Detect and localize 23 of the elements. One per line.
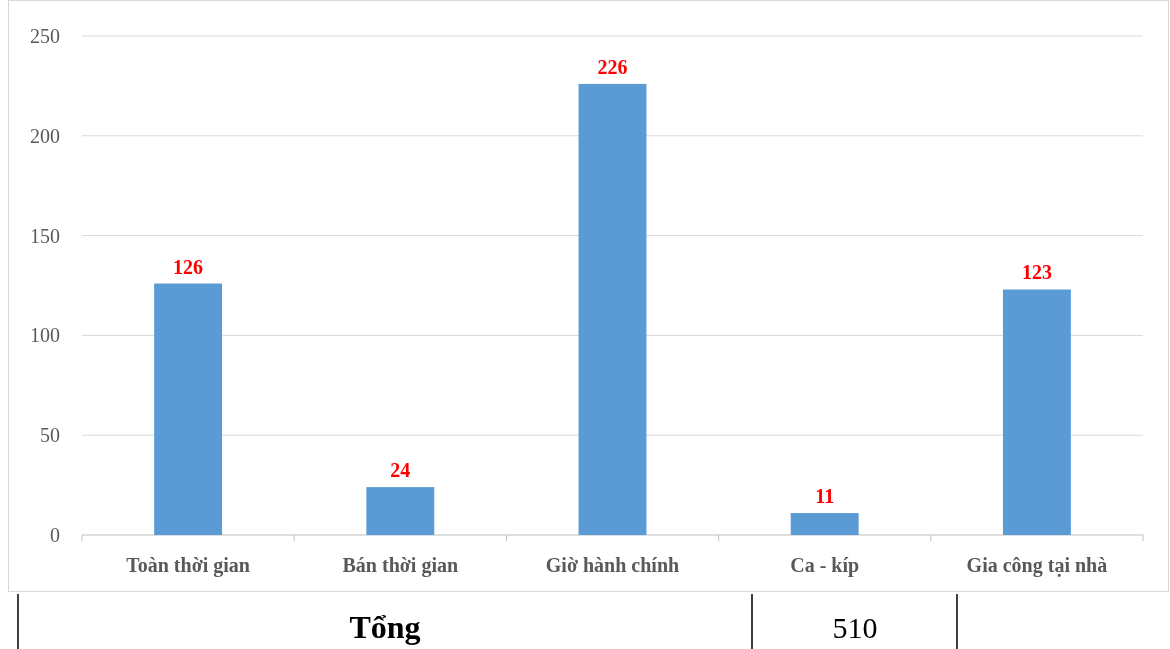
text: Tổng [349,609,421,645]
bar [578,83,647,535]
y-tick-label: 0 [50,524,60,546]
x-tick-label: Gia công tại nhà [966,554,1108,577]
data-label: 226 [597,55,628,78]
y-tick-label: 150 [30,224,60,247]
bar [366,487,435,535]
bar [790,513,859,535]
data-label: 11 [815,485,835,508]
y-tick-label: 250 [30,25,60,47]
y-tick-label: 200 [30,124,60,147]
data-label: 123 [1021,261,1052,284]
x-tick-label: Bán thời gian [342,554,459,577]
data-label: 126 [173,255,204,278]
y-tick-label: 100 [30,324,60,347]
y-tick-label: 50 [40,424,60,447]
text: 510 [832,611,878,644]
data-label: 24 [390,459,411,482]
x-tick-label: Ca - kíp [790,554,860,577]
x-tick-label: Giờ hành chính [545,554,680,576]
bar [154,283,223,535]
bar [1002,289,1071,535]
x-tick-label: Toàn thời gian [126,554,250,577]
